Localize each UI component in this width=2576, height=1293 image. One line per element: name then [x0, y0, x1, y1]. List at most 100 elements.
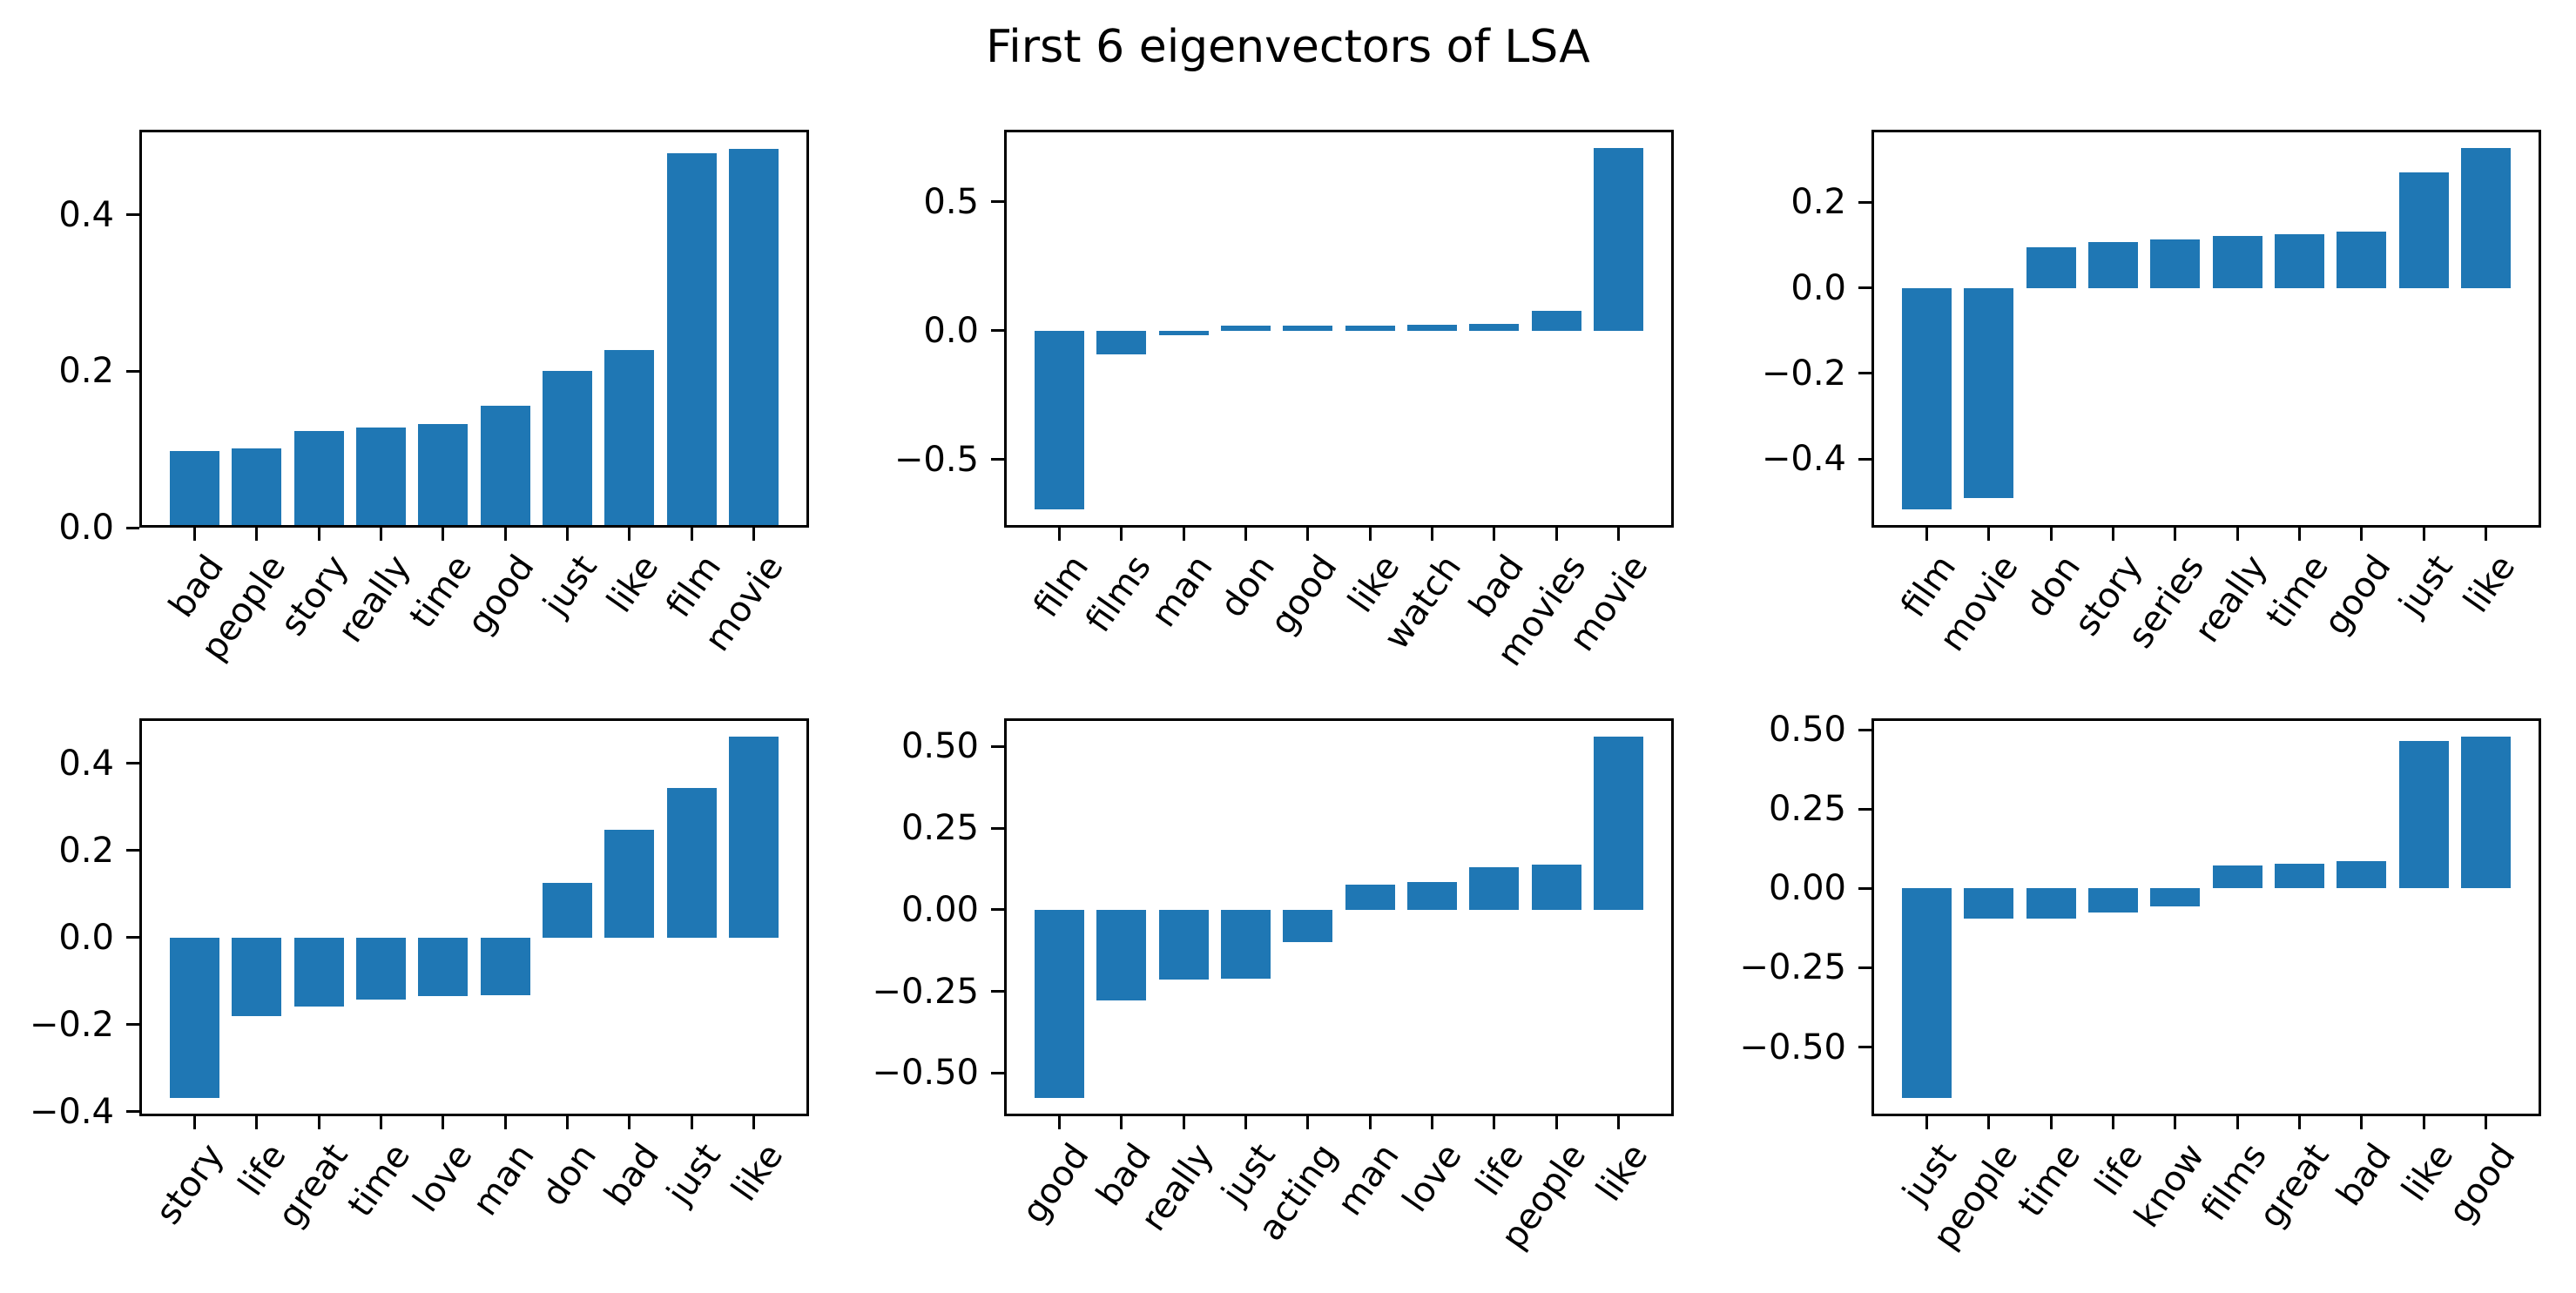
bar-like [1593, 736, 1644, 910]
y-tick-label: −0.2 [1761, 353, 1846, 394]
bar-story [2087, 242, 2139, 288]
x-tick-label: man [1330, 1136, 1408, 1223]
y-tick-mark [126, 369, 139, 373]
y-tick-label: 0.25 [900, 808, 979, 849]
x-tick-mark [1368, 528, 1372, 541]
y-tick-label: −0.4 [1761, 439, 1846, 480]
x-tick-mark [1120, 1116, 1123, 1129]
bar-man [1345, 884, 1395, 910]
y-tick-label: −0.2 [29, 1004, 114, 1045]
bar-story [293, 430, 344, 528]
bar-just [1220, 909, 1271, 980]
bar-love [1406, 881, 1458, 910]
y-tick-mark [126, 526, 139, 529]
bar-good [1034, 909, 1085, 1099]
bar-time [2026, 888, 2076, 919]
bar-really [1158, 909, 1209, 980]
x-tick-label: good [1014, 1136, 1097, 1231]
bar-people [1531, 865, 1581, 910]
x-tick-mark [2298, 1116, 2301, 1129]
x-tick-mark [2422, 528, 2425, 541]
y-tick-label: 0.0 [58, 508, 114, 548]
x-tick-mark [2485, 528, 2487, 541]
x-tick-mark [690, 528, 693, 541]
x-tick-mark [2111, 528, 2114, 541]
y-tick-label: 0.2 [58, 351, 114, 392]
bar-films [2212, 865, 2262, 889]
bar-watch [1406, 325, 1458, 331]
subplot-eigenvector-1: 0.0 0.2 0.4 bad people story really time good jus… [58, 130, 809, 668]
x-tick-label: bad [596, 1136, 667, 1214]
y-tick-label: 0.4 [58, 743, 114, 784]
y-tick-mark [991, 1071, 1004, 1074]
x-tick-mark [1182, 1116, 1185, 1129]
bar-time [355, 937, 407, 1000]
x-tick-mark [2049, 1116, 2053, 1129]
x-tick-mark [442, 528, 445, 541]
bar-don [2026, 247, 2076, 288]
x-tick-mark [379, 1116, 382, 1129]
y-tick-label: 0.2 [1790, 182, 1846, 223]
axes-frame [139, 718, 809, 1116]
y-tick-label: 0.50 [900, 726, 979, 767]
x-tick-label: like [1588, 1136, 1656, 1209]
x-tick-label: good [1262, 548, 1345, 643]
x-tick-label: like [724, 1136, 792, 1209]
y-tick-mark [126, 213, 139, 217]
bar-good [480, 405, 530, 528]
axes-frame [139, 130, 809, 528]
x-tick-label: love [405, 1136, 481, 1220]
bar-people [1964, 888, 2014, 919]
bar-bad [169, 451, 220, 528]
bar-film [666, 152, 717, 528]
bar-bad [2337, 860, 2387, 889]
y-tick-mark [1858, 807, 1871, 811]
bar-great [293, 937, 344, 1007]
y-tick-mark [991, 744, 1004, 748]
bar-life [2087, 888, 2139, 913]
x-tick-mark [752, 1116, 755, 1129]
x-tick-label: time [340, 1136, 419, 1224]
y-tick-label: 0.4 [58, 194, 114, 235]
y-tick-label: 0.00 [1768, 868, 1846, 909]
x-tick-label: just [659, 1136, 730, 1212]
bar-don [1220, 326, 1271, 331]
bar-life [232, 937, 282, 1016]
x-tick-mark [1925, 1116, 1928, 1129]
y-tick-label: −0.50 [1739, 1027, 1846, 1067]
bar-story [169, 937, 220, 1099]
x-tick-mark [1554, 1116, 1558, 1129]
bar-life [1469, 867, 1520, 910]
bar-like [2460, 147, 2512, 288]
x-tick-label: bad [2328, 1136, 2399, 1214]
x-tick-mark [628, 528, 631, 541]
y-tick-mark [991, 990, 1004, 993]
bar-good [2337, 231, 2387, 288]
bar-good [1283, 326, 1333, 331]
x-tick-mark [379, 528, 382, 541]
x-tick-mark [1617, 1116, 1620, 1129]
x-tick-mark [2298, 528, 2301, 541]
x-tick-mark [2235, 1116, 2239, 1129]
bar-know [2150, 888, 2201, 907]
x-tick-mark [1244, 528, 1247, 541]
y-tick-label: 0.50 [1768, 710, 1846, 751]
x-tick-mark [1617, 528, 1620, 541]
bar-movie [1593, 147, 1644, 331]
x-tick-mark [690, 1116, 693, 1129]
x-tick-mark [1244, 1116, 1247, 1129]
x-tick-mark [1431, 1116, 1433, 1129]
bar-time [2274, 234, 2325, 288]
y-tick-mark [991, 200, 1004, 204]
x-tick-mark [192, 1116, 196, 1129]
y-tick-label: 0.5 [923, 181, 979, 222]
subplot-eigenvector-4: −0.4 −0.2 0.0 0.2 0.4 story life great time love m… [30, 718, 809, 1235]
axes-frame [1871, 130, 2541, 528]
x-tick-label: just [2391, 548, 2462, 623]
bar-film [1034, 330, 1085, 510]
subplot-eigenvector-3: −0.4 −0.2 0.0 0.2 film movie don story series rea… [1762, 130, 2541, 658]
x-tick-mark [317, 528, 320, 541]
bar-bad [1096, 909, 1147, 1000]
x-tick-mark [503, 528, 507, 541]
x-tick-label: films [1077, 548, 1159, 640]
